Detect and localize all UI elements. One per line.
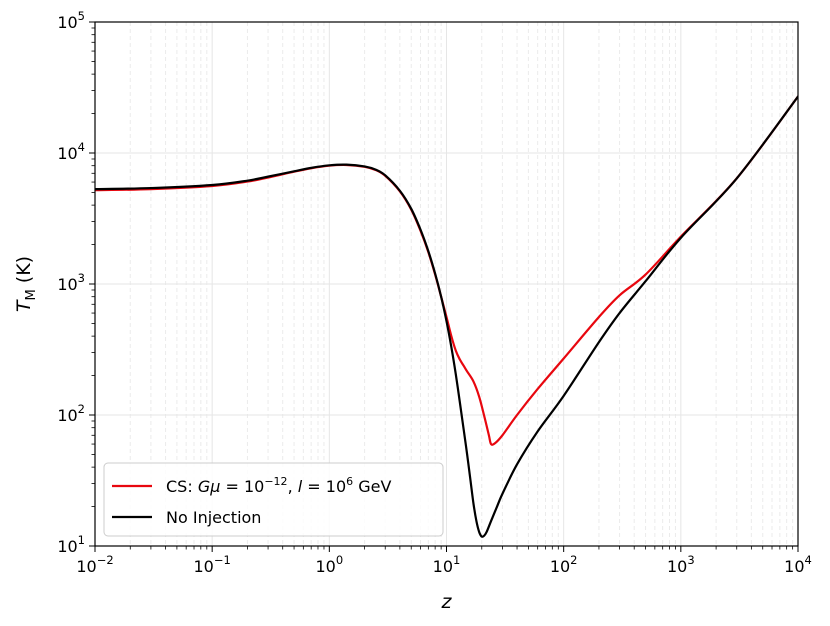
y-axis-label-main: T <box>13 299 35 312</box>
series-line-no-injection <box>95 95 798 538</box>
ticks: 10−2 10−1 100 101 102 103 104 101 102 103 104 105 <box>57 9 812 576</box>
legend-label-no-injection: No Injection <box>166 508 261 527</box>
y-tick-label: 104 <box>57 140 85 163</box>
legend-box <box>103 462 444 537</box>
legend-label-cs: CS: Gμ = 10−12, l = 106 GeV <box>166 475 391 496</box>
y-axis-label-unit: (K) <box>13 256 35 289</box>
y-axis-label: TM (K) <box>13 256 39 312</box>
legend: CS: Gμ = 10−12, l = 106 GeV No Injection <box>103 462 444 537</box>
x-axis-label: z <box>441 591 453 613</box>
x-tick-label: 10−2 <box>76 553 113 576</box>
y-tick-label: 103 <box>57 271 85 294</box>
y-tick-label: 105 <box>57 9 85 32</box>
x-tick-label: 102 <box>550 553 578 576</box>
y-axis-label-sub: M <box>24 289 39 300</box>
series-layer <box>95 95 798 538</box>
x-tick-label: 103 <box>667 553 695 576</box>
x-tick-label: 100 <box>315 553 343 576</box>
x-tick-label: 10−1 <box>194 553 231 576</box>
y-tick-label: 102 <box>57 402 85 425</box>
y-tick-label: 101 <box>57 533 85 556</box>
x-tick-label: 104 <box>784 553 812 576</box>
x-tick-label: 101 <box>433 553 461 576</box>
